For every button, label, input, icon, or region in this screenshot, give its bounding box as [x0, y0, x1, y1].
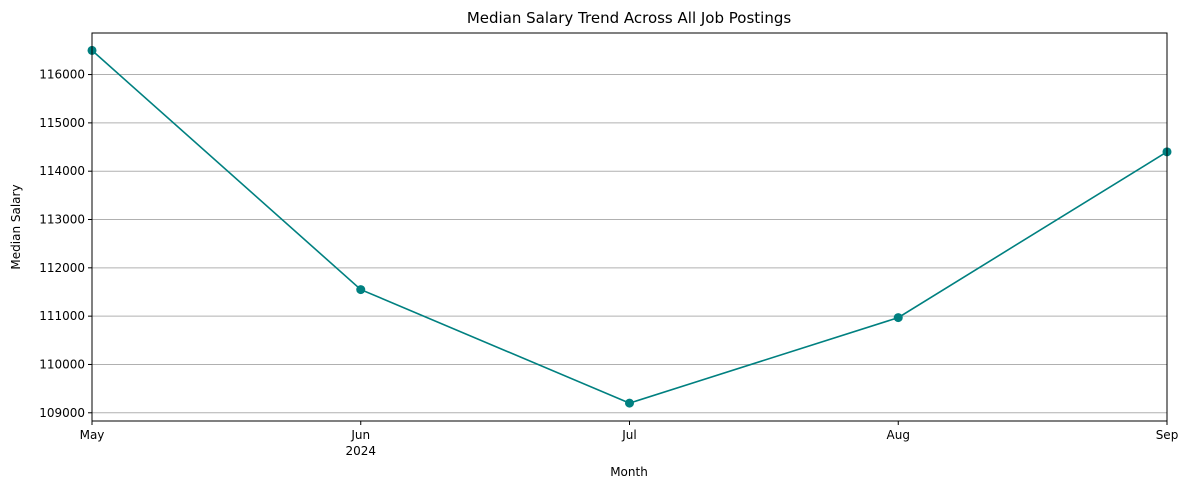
y-tick-label: 112000 [39, 261, 85, 275]
y-tick-label: 111000 [39, 309, 85, 323]
y-axis-ticks: 109000 110000 111000 112000 113000 114000 1150… [39, 68, 92, 420]
x-year-label: 2024 [345, 444, 376, 458]
data-point [356, 285, 366, 295]
y-tick-label: 113000 [39, 213, 85, 227]
x-tick-label: Jul [621, 428, 636, 442]
y-tick-label: 110000 [39, 357, 85, 371]
y-tick-label: 109000 [39, 406, 85, 420]
y-axis-label: Median Salary [9, 184, 23, 269]
y-tick-label: 116000 [39, 68, 85, 82]
chart-title: Median Salary Trend Across All Job Posti… [467, 9, 792, 27]
x-axis-ticks: May Jun Jul Aug Sep 2024 [80, 421, 1179, 458]
data-point [625, 398, 634, 408]
x-tick-label: May [80, 428, 105, 442]
x-tick-label: Sep [1156, 428, 1179, 442]
series-line [91, 49, 1168, 404]
x-tick-label: Aug [887, 428, 910, 442]
plot-frame [91, 32, 1168, 422]
data-point [893, 313, 903, 323]
x-axis-label: Month [610, 465, 648, 479]
x-tick-label: Jun [350, 428, 370, 442]
y-tick-label: 115000 [39, 116, 85, 130]
grid-lines [92, 74, 1167, 414]
series-layer [87, 45, 1172, 408]
y-tick-label: 114000 [39, 164, 85, 178]
